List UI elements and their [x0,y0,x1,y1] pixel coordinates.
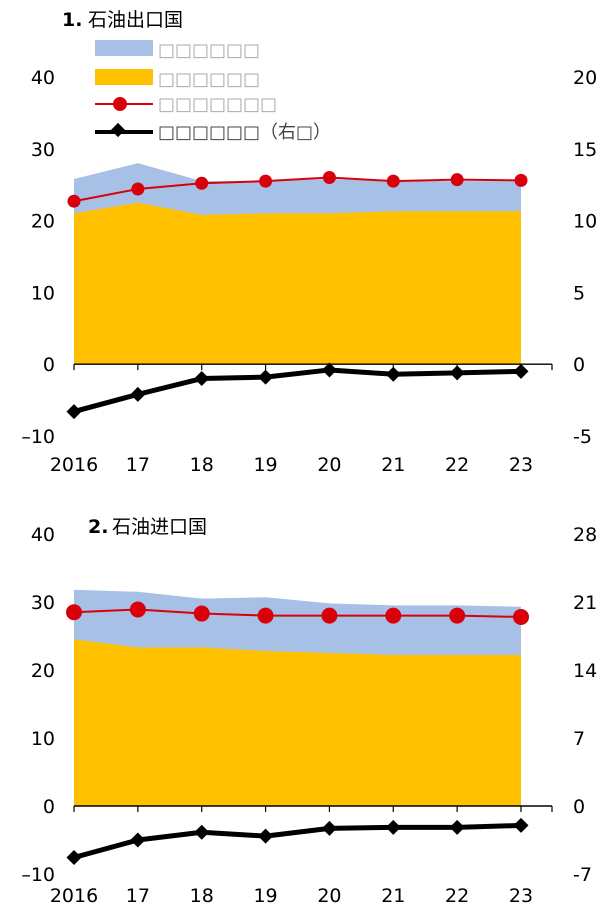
y-right-tick-label: 5 [573,282,585,304]
red-line-point [195,176,209,190]
panel-oil-exporters: 1. 石油出口国 –10 0 10 20 30 40 -5 0 5 10 15 20 2016 17 18 1… [21,9,597,476]
black-line-point [321,820,337,836]
x-tick-label: 22 [445,885,469,907]
black-line-series [73,367,522,415]
y-right-tick-label: -7 [573,864,592,886]
panel-2-number: 2. [88,516,108,538]
x-tick-label: 21 [381,454,405,476]
x-tick-label: 19 [253,885,277,907]
blue-area-swatch-icon [95,40,153,56]
legend-entry-2: □□□□□□ [158,69,260,90]
x-tick-label: 18 [190,454,214,476]
legend-entry-3: □□□□□□□ [158,94,277,115]
legend-entry-4: □□□□□□（右□） [158,122,331,143]
red-line-series [73,608,522,618]
black-line-point [258,828,274,844]
panel-oil-importers: 2. 石油进口国 –10 0 10 20 30 40 -7 0 7 14 21 28 2016 17 18 1… [21,516,597,907]
black-line-point [66,849,82,865]
legend: □□□□□□ □□□□□□ □□□□□□□ □□□□□□（右□） [95,40,331,143]
black-line-point [130,832,146,848]
y-right-tick-label: -5 [573,426,592,448]
x-tick-label: 17 [126,454,150,476]
y-left-tick-label: 40 [31,67,55,89]
black-line-point [385,819,401,835]
red-line-point [385,607,402,624]
y-right-tick-label: 14 [573,660,597,682]
x-tick-label: 21 [381,885,405,907]
y-left-tick-label: 20 [31,660,55,682]
panel-2-title: 石油进口国 [112,516,207,538]
plot-area-1: –10 0 10 20 30 40 -5 0 5 10 15 20 2016 17 18 19 20 21 22 23 [21,67,597,476]
y-left-tick-label: 30 [31,592,55,614]
x-tick-label: 2016 [50,454,98,476]
black-line-point [449,819,465,835]
red-line-point [129,601,146,618]
area-series-base [74,202,521,365]
red-line-series [73,176,522,203]
x-tick-label: 17 [126,885,150,907]
black-line-point [194,371,210,387]
y-left-tick-label: 10 [31,728,55,750]
y-right-tick-label: 28 [573,524,597,546]
x-tick-label: 2016 [50,885,98,907]
black-line-point [130,386,146,402]
x-tick-label: 18 [190,885,214,907]
black-line-point [449,365,465,381]
black-line-point [258,369,274,385]
red-line-point [386,174,400,188]
plot-area-2: –10 0 10 20 30 40 -7 0 7 14 21 28 2016 17 18 19 20 21 22 23 [21,524,597,907]
red-line-point [193,605,210,622]
area-series-base [74,639,521,806]
y-right-tick-label: 0 [573,796,585,818]
red-line-point [66,604,82,621]
y-left-tick-label: –10 [21,426,55,448]
x-tick-label: 22 [445,454,469,476]
red-line-point [259,174,273,188]
black-line-series [73,822,522,860]
x-tick-label: 20 [317,885,341,907]
x-tick-label: 23 [509,885,533,907]
y-right-tick-label: 21 [573,592,597,614]
orange-area-swatch-icon [95,69,153,85]
legend-entry-1: □□□□□□ [158,40,260,61]
y-right-tick-label: 0 [573,354,585,376]
red-line-point [449,607,466,624]
red-line-point [322,171,336,185]
black-line-point [194,824,210,840]
x-tick-label: 23 [509,454,533,476]
panel-1-title: 石油出口国 [88,9,183,31]
black-line-point [321,362,337,378]
red-line-point [257,607,274,624]
y-right-tick-label: 20 [573,67,597,89]
y-left-tick-label: 20 [31,211,55,233]
black-line-point [385,366,401,382]
red-line-point [131,182,145,196]
red-line-point [321,607,338,624]
y-left-tick-label: –10 [21,864,55,886]
y-left-tick-label: 10 [31,282,55,304]
panel-1-number: 1. [62,9,82,31]
y-right-tick-label: 7 [573,728,585,750]
y-left-tick-label: 0 [43,354,55,376]
red-line-point [67,194,81,208]
black-line-point [66,404,82,420]
y-left-tick-label: 40 [31,524,55,546]
y-right-tick-label: 15 [573,139,597,161]
red-circle-line-icon [95,97,153,111]
x-tick-label: 20 [317,454,341,476]
red-line-point [513,608,529,625]
black-line-point [513,363,529,379]
y-left-tick-label: 30 [31,139,55,161]
black-line-point [513,817,529,833]
y-left-tick-label: 0 [43,796,55,818]
black-diamond-line-icon [95,122,153,138]
red-line-point [514,173,528,187]
y-right-tick-label: 10 [573,211,597,233]
x-tick-label: 19 [253,454,277,476]
red-line-point [450,173,464,187]
